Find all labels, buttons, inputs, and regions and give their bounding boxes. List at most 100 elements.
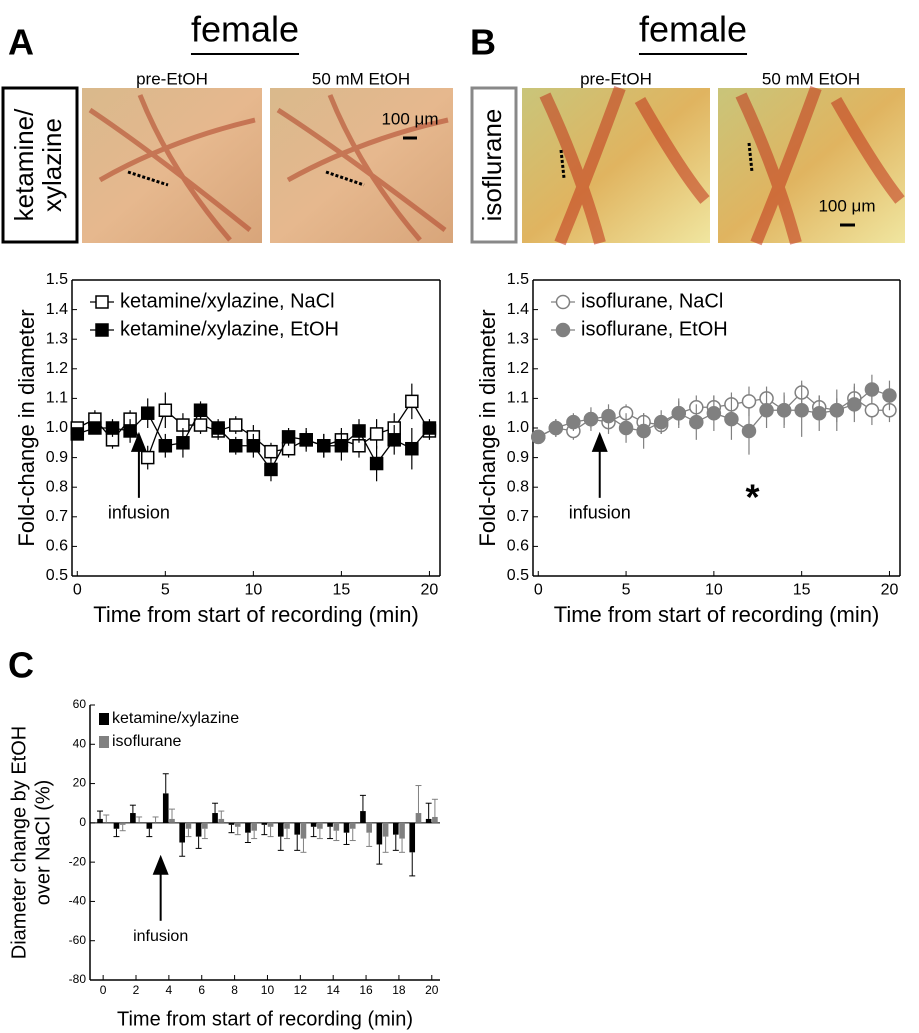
vessel: [735, 85, 905, 246]
marker: [653, 414, 669, 430]
y-tick-label: -60: [69, 933, 87, 947]
x-tick-label: 10: [261, 983, 275, 997]
bar: [360, 811, 366, 823]
bar: [382, 822, 389, 837]
vessel: [539, 85, 710, 246]
marker: [405, 441, 419, 456]
bar: [277, 822, 284, 837]
marker: [95, 323, 109, 337]
marker: [229, 418, 243, 432]
marker: [158, 403, 173, 417]
marker: [140, 450, 155, 465]
marker: [387, 433, 401, 447]
marker: [548, 420, 564, 436]
marker: [299, 433, 313, 447]
anesthesia-label: isoflurane: [477, 109, 507, 222]
marker: [369, 427, 384, 441]
bar: [185, 822, 192, 829]
bar: [425, 818, 432, 823]
x-tick-label: 6: [198, 983, 205, 997]
bar: [218, 818, 225, 823]
marker: [882, 388, 897, 403]
y-tick-label: 1.3: [507, 330, 529, 347]
x-tick-label: 12: [294, 983, 308, 997]
anesthesia-label: xylazine: [37, 118, 67, 212]
bar: [432, 816, 438, 823]
panel-label: B: [470, 22, 496, 63]
y-tick-label: 1.1: [46, 390, 68, 407]
panel-label: A: [8, 22, 34, 63]
marker: [583, 411, 599, 427]
legend-label: isoflurane, NaCl: [581, 290, 723, 312]
y-tick-label: 1.4: [46, 301, 68, 318]
marker: [776, 402, 792, 418]
bar: [333, 822, 340, 831]
annotation: *: [745, 477, 759, 518]
y-tick-label: 1.5: [46, 271, 68, 288]
bar: [234, 822, 241, 827]
bar: [392, 822, 399, 835]
marker: [193, 403, 208, 417]
y-tick-label: 0.9: [46, 449, 68, 466]
x-axis-title: Time from start of recording (min): [117, 1008, 413, 1030]
scale-label: 100 μm: [818, 196, 875, 215]
bar: [202, 822, 208, 829]
y-tick-label: 1.0: [507, 419, 529, 436]
y-axis-title: over NaCl (%): [32, 780, 54, 906]
y-tick-label: 1.0: [46, 419, 68, 436]
marker: [123, 424, 137, 438]
marker: [531, 429, 546, 445]
bar: [300, 822, 307, 839]
y-tick-label: 0.8: [46, 478, 68, 495]
x-tick-label: 10: [705, 582, 723, 599]
photos: [1, 85, 905, 246]
bar: [146, 822, 153, 829]
marker: [334, 439, 349, 453]
y-tick-label: 0.8: [507, 478, 529, 495]
marker: [636, 423, 651, 439]
marker: [741, 394, 757, 409]
marker: [689, 414, 704, 430]
y-tick-label: 0.5: [507, 567, 529, 584]
x-tick-label: 20: [881, 582, 899, 599]
bar: [119, 822, 126, 825]
annotation: infusion: [133, 928, 188, 945]
bar: [409, 822, 416, 853]
y-tick-label: 0.6: [46, 538, 68, 555]
x-tick-label: 5: [622, 582, 631, 599]
x-tick-label: 0: [73, 582, 82, 599]
x-tick-label: 0: [534, 582, 543, 599]
x-tick-label: 14: [327, 983, 341, 997]
marker: [264, 462, 278, 477]
y-tick-label: 1.2: [507, 360, 529, 377]
marker: [601, 408, 616, 424]
marker: [706, 405, 722, 421]
anesthesia-box: [470, 86, 518, 244]
x-tick-label: 20: [425, 983, 439, 997]
y-tick-label: 1.5: [507, 271, 529, 288]
marker: [811, 405, 827, 421]
y-tick-label: -20: [69, 854, 87, 868]
marker: [422, 421, 437, 435]
marker: [211, 421, 225, 435]
marker: [847, 397, 862, 412]
image-title: 50 mM EtOH: [762, 69, 860, 88]
bar: [327, 822, 333, 827]
bar: [317, 822, 323, 829]
bar: [267, 822, 274, 827]
bar: [261, 822, 268, 825]
y-tick-label: -80: [69, 972, 87, 986]
bar: [294, 822, 301, 835]
marker: [70, 427, 85, 441]
panel-label: C: [8, 645, 34, 686]
image-title: 50 mM EtOH: [312, 69, 410, 88]
marker: [759, 402, 774, 418]
x-tick-label: 15: [332, 582, 350, 599]
x-tick-label: 18: [392, 983, 406, 997]
marker: [193, 418, 208, 432]
marker: [555, 322, 571, 338]
marker: [140, 406, 155, 420]
image-title: pre-EtOH: [580, 69, 652, 88]
marker: [317, 439, 331, 453]
image-title: pre-EtOH: [136, 69, 208, 88]
